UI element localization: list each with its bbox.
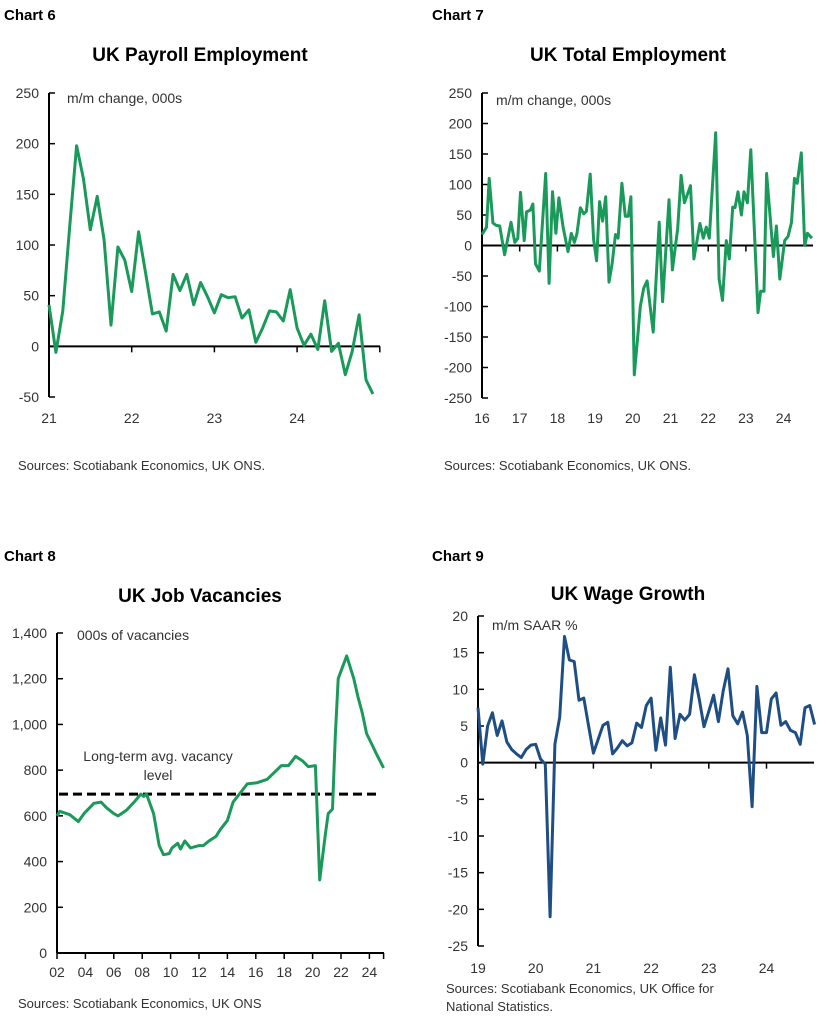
x-tick-label: 24 [776,410,792,426]
y-tick-label: -150 [444,329,472,345]
x-tick-label: 24 [362,964,378,980]
y-tick-label: 800 [24,762,48,778]
y-tick-label: -50 [452,268,472,284]
chart-6: Chart 6 UK Payroll Employment 250 200 150 100… [4,7,381,473]
unit-label: m/m change, 000s [67,90,182,106]
y-tick-label: 0 [460,755,468,771]
y-tick-label: 5 [460,718,468,734]
x-tick-label: 08 [134,964,150,980]
y-tick-label: -5 [456,791,469,807]
y-tick-label: -250 [444,390,472,406]
y-tick-label: 1,400 [12,625,47,641]
chart-number: Chart 8 [4,548,56,565]
chart-9: Chart 9 UK Wage Growth 20 15 10 5 0 -5 -10 -15 -20… [432,548,817,1014]
y-tick-label: 200 [449,116,473,132]
y-tick-label: 250 [16,85,40,101]
y-tick-label: 100 [16,237,40,253]
y-tick-label: 150 [16,186,40,202]
x-tick-label: 16 [248,964,264,980]
x-tick-label: 18 [550,410,566,426]
series-line [55,654,385,882]
x-tick-label: 21 [663,410,679,426]
series-line [47,144,375,395]
x-tick-label: 19 [587,410,603,426]
y-tick-label: -10 [448,828,468,844]
y-tick-label: -20 [448,901,468,917]
x-tick-label: 23 [701,960,717,976]
x-tick-label: 22 [124,410,140,426]
x-tick-label: 24 [759,960,775,976]
reference-label: level [144,767,173,783]
y-tick-label: 100 [449,177,473,193]
y-tick-label: 1,000 [12,716,47,732]
y-tick-label: -200 [444,360,472,376]
y-tick-label: -25 [448,938,468,954]
unit-label: m/m SAAR % [492,617,578,633]
x-tick-label: 22 [700,410,716,426]
y-tick-label: 20 [452,608,468,624]
y-tick-label: 150 [449,146,473,162]
x-tick-label: 06 [106,964,122,980]
x-tick-label: 04 [78,964,94,980]
x-tick-label: 19 [470,960,486,976]
chart-number: Chart 9 [432,548,484,565]
x-tick-label: 18 [276,964,292,980]
source-note: Sources: Scotiabank Economics, UK ONS [18,996,262,1011]
y-tick-label: 50 [456,207,472,223]
source-note: Sources: Scotiabank Economics, UK ONS. [18,458,265,473]
reference-label: Long-term avg. vacancy [83,748,232,764]
source-note: Sources: Scotiabank Economics, UK Office… [446,981,714,996]
x-tick-label: 20 [625,410,641,426]
y-tick-label: 50 [23,288,39,304]
unit-label: 000s of vacancies [77,627,189,643]
chart-title: UK Payroll Employment [92,45,308,66]
y-tick-label: 0 [464,238,472,254]
x-tick-label: 22 [333,964,349,980]
x-tick-label: 02 [49,964,65,980]
x-tick-label: 12 [191,964,207,980]
y-tick-label: 15 [452,645,468,661]
y-tick-label: -15 [448,865,468,881]
chart-7: Chart 7UK Total Employment25020015010050… [432,7,814,473]
chart-title: UK Job Vacancies [118,586,282,607]
x-tick-label: 20 [305,964,321,980]
x-tick-label: 23 [738,410,754,426]
y-tick-label: 200 [16,136,40,152]
chart-title: UK Wage Growth [551,584,705,605]
y-tick-label: 400 [24,854,48,870]
y-tick-label: 1,200 [12,671,47,687]
y-tick-label: 600 [24,808,48,824]
x-tick-label: 23 [207,410,223,426]
x-tick-label: 14 [220,964,236,980]
x-tick-label: 17 [512,410,528,426]
y-tick-label: -50 [19,389,39,405]
x-tick-label: 10 [163,964,179,980]
y-tick-label: -100 [444,299,472,315]
y-tick-label: 0 [31,338,39,354]
source-note: Sources: Scotiabank Economics, UK ONS. [444,458,691,473]
y-tick-label: 200 [24,899,48,915]
series-line [476,635,817,919]
source-note: National Statistics. [446,999,553,1014]
x-tick-label: 21 [41,410,57,426]
y-tick-label: 0 [39,945,47,961]
x-tick-label: 21 [586,960,602,976]
y-tick-label: 10 [452,681,468,697]
x-tick-label: 24 [289,410,305,426]
unit-label: m/m change, 000s [496,92,611,108]
chart-number: Chart 7 [432,7,484,24]
chart-8: Chart 8 UK Job Vacancies 1,400 1,200 1,000 80… [4,548,385,1011]
x-tick-label: 22 [643,960,659,976]
x-tick-label: 20 [528,960,544,976]
chart-number: Chart 6 [4,7,56,24]
series-line [480,131,814,377]
y-tick-label: 250 [449,85,473,101]
x-tick-label: 16 [474,410,490,426]
chart-title: UK Total Employment [530,45,727,66]
